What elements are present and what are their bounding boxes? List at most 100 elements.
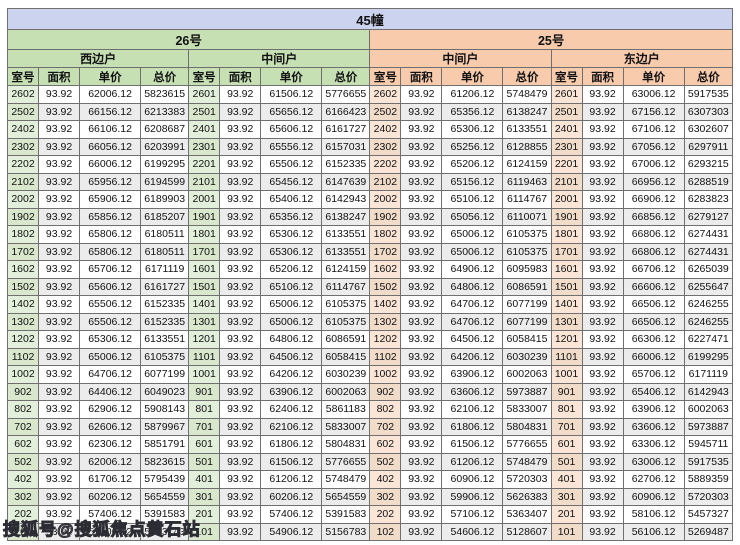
- total-price-cell: 6246255: [683, 312, 734, 331]
- unit-price-cell: 65656.12: [260, 102, 323, 121]
- area-cell: 93.92: [219, 452, 262, 471]
- unit-price-cell: 66056.12: [79, 137, 142, 156]
- unit-header-26-middle: 中间户: [188, 49, 371, 68]
- total-price-cell: 6002063: [321, 382, 371, 401]
- room-cell: 201: [550, 505, 583, 524]
- total-price-cell: 6157031: [321, 137, 371, 156]
- room-cell: 2101: [188, 172, 221, 191]
- unit-price-cell: 64706.12: [79, 365, 142, 384]
- building-number-row: 26号 25号: [6, 29, 733, 50]
- unit-price-cell: 65406.12: [260, 190, 323, 209]
- room-cell: 1802: [369, 225, 402, 244]
- building-title: 45幢: [7, 8, 733, 30]
- room-cell: 1801: [188, 225, 221, 244]
- total-price-cell: 5391583: [321, 505, 371, 524]
- total-price-cell: 6274431: [683, 242, 734, 261]
- total-price-cell: 6185207: [140, 207, 190, 226]
- unit-price-cell: 56106.12: [622, 522, 685, 541]
- table-row: 2602 93.92 62006.12 5823615 2601 93.92 61506.1…: [6, 85, 734, 104]
- total-price-cell: 6002063: [683, 400, 734, 419]
- unit-price-cell: 61206.12: [260, 470, 323, 489]
- room-cell: 2602: [369, 85, 402, 104]
- unit-price-cell: 66606.12: [622, 277, 685, 296]
- total-price-cell: 5823615: [140, 85, 190, 104]
- area-cell: 93.92: [219, 242, 262, 261]
- total-price-cell: 6105375: [502, 225, 552, 244]
- total-price-cell: 6049023: [140, 382, 190, 401]
- room-cell: 401: [188, 470, 221, 489]
- total-price-cell: 6105375: [321, 295, 371, 314]
- unit-price-cell: 63606.12: [622, 417, 685, 436]
- room-cell: 2302: [6, 137, 40, 156]
- unit-price-cell: 65806.12: [79, 225, 142, 244]
- room-cell: 202: [6, 505, 40, 524]
- room-cell: 1802: [6, 225, 40, 244]
- room-cell: 601: [188, 435, 221, 454]
- area-cell: 93.92: [219, 400, 262, 419]
- total-price-cell: 6180511: [140, 242, 190, 261]
- unit-price-cell: 57406.12: [260, 505, 323, 524]
- table-row: 402 93.92 61706.12 5795439 401 93.92 61206.12 5…: [6, 470, 734, 489]
- unit-price-cell: 66956.12: [622, 172, 685, 191]
- area-cell: 93.92: [38, 417, 81, 436]
- room-cell: 2201: [550, 155, 583, 174]
- unit-price-cell: 66156.12: [79, 102, 142, 121]
- room-cell: 2602: [6, 85, 40, 104]
- unit-price-cell: 65006.12: [441, 242, 504, 261]
- area-cell: 93.92: [581, 260, 624, 279]
- total-price-cell: 6166423: [321, 102, 371, 121]
- area-cell: 93.92: [400, 277, 443, 296]
- room-cell: 502: [369, 452, 402, 471]
- table-row: 1802 93.92 65806.12 6180511 1801 93.92 65306.1…: [6, 225, 734, 244]
- area-cell: 93.92: [581, 207, 624, 226]
- room-cell: 402: [6, 470, 40, 489]
- unit-price-cell: 65206.12: [260, 260, 323, 279]
- area-cell: 93.92: [400, 295, 443, 314]
- unit-price-cell: 64806.12: [441, 277, 504, 296]
- table-row: 1102 93.92 65006.12 6105375 1101 93.92 64506.1…: [6, 347, 734, 366]
- total-price-cell: 6077199: [140, 365, 190, 384]
- room-cell: 2302: [369, 137, 402, 156]
- room-cell: 1201: [188, 330, 221, 349]
- unit-price-cell: 65506.12: [260, 155, 323, 174]
- area-cell: 93.92: [581, 225, 624, 244]
- price-table-body: 2602 93.92 62006.12 5823615 2601 93.92 61506.1…: [6, 85, 734, 541]
- area-cell: 93.92: [219, 155, 262, 174]
- total-price-cell: 5748479: [502, 452, 552, 471]
- unit-price-cell: 65706.12: [622, 365, 685, 384]
- unit-price-cell: 61706.12: [79, 470, 142, 489]
- total-price-cell: 6180511: [140, 225, 190, 244]
- area-cell: 93.92: [38, 260, 81, 279]
- area-cell: 93.92: [38, 435, 81, 454]
- room-cell: 1501: [550, 277, 583, 296]
- total-price-cell: 5917535: [683, 85, 734, 104]
- unit-price-cell: 63006.12: [622, 85, 685, 104]
- area-cell: 93.92: [219, 85, 262, 104]
- total-price-cell: 6105375: [321, 312, 371, 331]
- room-cell: 401: [550, 470, 583, 489]
- total-price-cell: 6030239: [502, 347, 552, 366]
- unit-price-cell: 66706.12: [622, 260, 685, 279]
- total-price-cell: 6199295: [140, 155, 190, 174]
- column-header-area: 面积: [400, 67, 443, 86]
- total-price-cell: 5363407: [502, 505, 552, 524]
- room-cell: 1602: [6, 260, 40, 279]
- total-price-cell: 5748479: [502, 85, 552, 104]
- unit-price-cell: 66006.12: [622, 347, 685, 366]
- unit-price-cell: 61206.12: [441, 85, 504, 104]
- room-cell: 2202: [369, 155, 402, 174]
- total-price-cell: 6255647: [683, 277, 734, 296]
- unit-price-cell: 64706.12: [441, 312, 504, 331]
- room-cell: 601: [550, 435, 583, 454]
- column-header-unit-price: 单价: [622, 67, 685, 86]
- room-cell: 702: [369, 417, 402, 436]
- area-cell: 93.92: [400, 155, 443, 174]
- unit-price-cell: 55406.12: [79, 522, 142, 541]
- unit-price-cell: 62006.12: [79, 452, 142, 471]
- total-price-cell: 6288519: [683, 172, 734, 191]
- total-price-cell: 5156783: [321, 522, 371, 541]
- total-price-cell: 6208687: [140, 120, 190, 139]
- total-price-cell: 6133551: [140, 330, 190, 349]
- total-price-cell: 6077199: [502, 312, 552, 331]
